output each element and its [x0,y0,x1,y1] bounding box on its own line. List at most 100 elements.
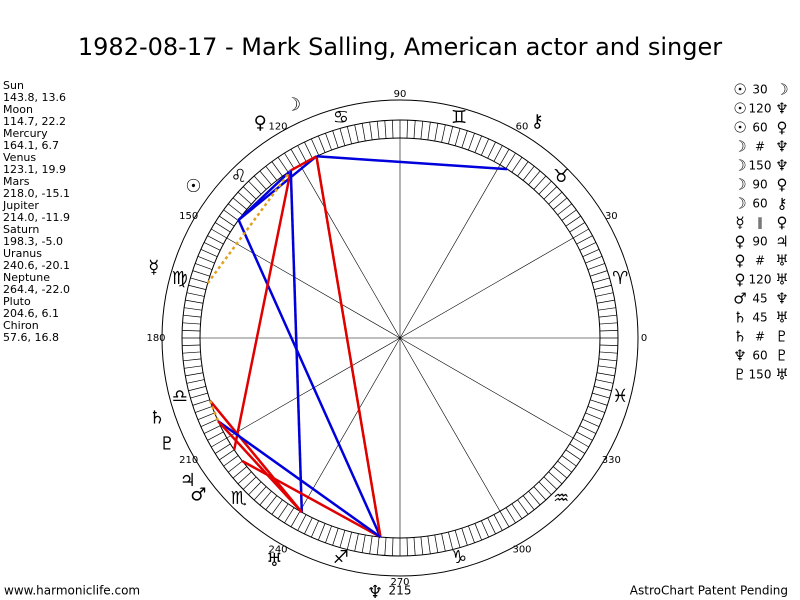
degree-tick [332,130,339,148]
degree-tick [200,419,218,427]
degree-tick [557,460,573,473]
aspect-type: 60 [752,349,767,363]
aspect-line [232,170,293,451]
degree-tick [277,503,289,519]
aspect-type: 60 [752,121,767,135]
degree-tick [505,152,516,169]
degree-tick [522,495,535,511]
aspect-b: ♀ [777,214,788,232]
degree-tick [468,525,475,543]
degree-tick [481,138,489,156]
degree-tick [190,277,208,284]
degree-tick [598,307,616,311]
degree-tick [517,161,529,177]
planet-glyph: ♆ [367,582,383,600]
spoke [399,237,574,339]
degree-tick [325,525,332,543]
degree-tick [214,222,231,233]
degree-tick [237,191,252,205]
degree-tick [369,536,373,554]
aspect-a: ♂ [733,290,746,308]
annotation: 215 [389,584,412,598]
degree-tick [207,431,224,441]
degree-tick [192,399,210,406]
degree-tick [325,133,332,151]
aspect-a: ☽ [733,138,746,156]
degree-tick [182,351,201,354]
planet-glyph: ☉ [185,176,201,197]
degree-tick [195,406,213,413]
spoke [299,337,401,512]
degree-tick [219,215,235,227]
degree-tick [590,270,608,277]
aspect-a: ♆ [733,347,746,365]
degree-tick [339,530,346,548]
planet-glyph: ☿ [148,257,159,278]
sign-glyph: ♑ [451,547,467,568]
degree-tick [468,133,475,151]
degree-label: 30 [605,211,618,222]
degree-tick [297,514,307,531]
degree-tick [565,215,581,227]
planet-position: 214.0, -11.9 [3,211,70,224]
degree-tick [203,242,221,251]
degree-tick [290,511,301,527]
degree-tick [448,531,454,550]
aspect-b: ♀ [777,176,788,194]
aspect-line [217,420,303,514]
degree-tick [277,157,289,173]
aspect-b: ♆ [775,138,788,156]
degree-label: 330 [602,455,621,466]
degree-tick [573,228,589,239]
degree-tick [318,135,326,153]
degree-tick [223,455,239,467]
degree-tick [227,460,243,473]
degree-tick [585,412,603,420]
aspect-line [241,460,382,539]
degree-tick [259,170,272,186]
degree-tick [543,186,558,200]
degree-tick [376,121,380,140]
planet-position: 114.7, 22.2 [3,115,66,128]
degree-tick [441,124,446,143]
aspect-a: ☉ [733,100,746,118]
degree-tick [346,531,352,550]
degree-tick [448,126,454,145]
degree-label: 210 [179,455,198,466]
degree-tick [376,536,380,555]
aspect-b: ♆ [775,290,788,308]
planet-position: 123.1, 19.9 [3,163,66,176]
degree-tick [183,358,202,362]
aspect-line [237,169,292,221]
degree-tick [538,180,552,195]
degree-label: 150 [179,211,198,222]
degree-tick [587,406,605,413]
degree-tick [576,431,593,441]
spoke [399,337,501,512]
degree-tick [190,392,208,399]
degree-tick [304,517,313,535]
degree-tick [517,499,529,515]
aspect-b: ♆ [775,157,788,175]
planet-name: Saturn [3,223,39,236]
degree-tick [265,495,278,511]
sign-glyph: ♌ [231,166,247,187]
aspect-type: 150 [749,159,772,173]
degree-tick [569,222,586,233]
degree-tick [195,263,213,270]
aspect-a: ♀ [735,233,746,251]
degree-tick [454,530,461,548]
aspect-a: ♀ [735,252,746,270]
aspect-a: ☉ [733,119,746,137]
degree-tick [184,307,202,311]
planet-glyph: ⚷ [531,111,544,132]
degree-tick [499,511,510,527]
degree-tick [182,344,201,346]
degree-tick [248,481,262,496]
planet-name: Mars [3,175,30,188]
degree-tick [297,145,307,162]
planet-name: Neptune [3,271,50,284]
degree-tick [259,490,272,506]
degree-tick [223,209,239,221]
